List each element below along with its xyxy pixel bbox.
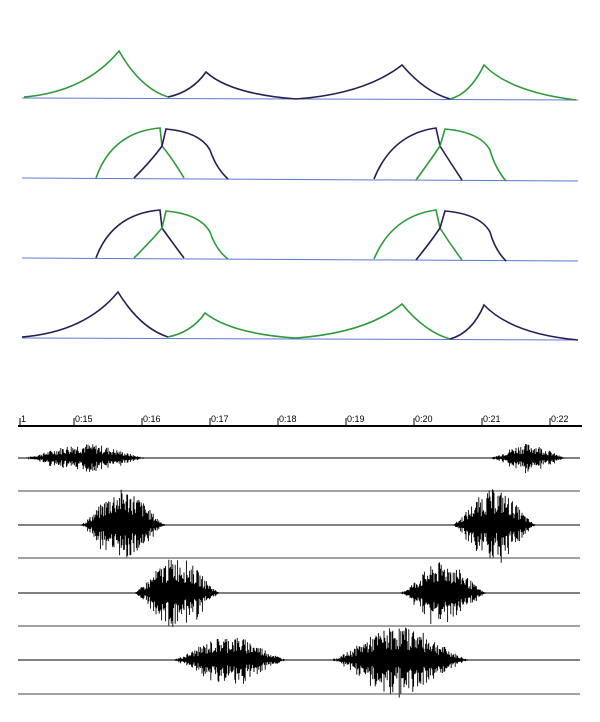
timeline-ruler: 1 0:15 0:16 0:17 0:18 0:19 0:20 0:21 0:22 [18,414,582,427]
tick-label: 0:21 [483,414,501,424]
waveform-burst [133,559,222,628]
tick-label: 0:18 [279,414,297,424]
envelope-green [167,302,451,340]
waveform-rows [18,444,580,698]
waveform-burst [450,489,537,563]
envelope-row-1 [21,49,579,101]
tick-marks: 1 0:15 0:16 0:17 0:18 0:19 0:20 0:21 0:22 [19,414,569,426]
tick-label: 0:22 [551,414,569,424]
envelope-purple [449,303,579,341]
envelope-green [133,210,229,260]
waveform-burst [398,562,488,624]
baseline [21,177,579,182]
envelope-purple [95,209,185,259]
tick-label: 0:19 [347,414,365,424]
tick-label: 0:17 [211,414,229,424]
baseline [21,257,579,262]
envelope-green [95,127,185,179]
waveform-burst [21,444,149,472]
envelope-green [449,63,577,101]
envelope-row-4 [21,290,579,341]
envelope-green [415,128,507,182]
envelope-row-2 [21,127,579,182]
waveform-burst [78,489,168,558]
envelope-purple [373,127,463,181]
waveform-burst [329,627,471,698]
envelope-purple [21,290,169,338]
envelope-green [373,209,463,261]
envelope-purple [167,63,451,100]
envelope-purple [415,210,507,262]
waveform-burst [171,637,289,684]
tick-label: 0:15 [75,414,93,424]
tick-label: 0:20 [415,414,433,424]
waveform-burst [489,444,567,474]
envelope-row-3 [21,209,579,262]
envelope-purple [133,128,229,180]
baseline [21,337,579,341]
tick-label: 1 [21,414,26,424]
tick-label: 0:16 [143,414,161,424]
envelope-green [23,49,169,98]
